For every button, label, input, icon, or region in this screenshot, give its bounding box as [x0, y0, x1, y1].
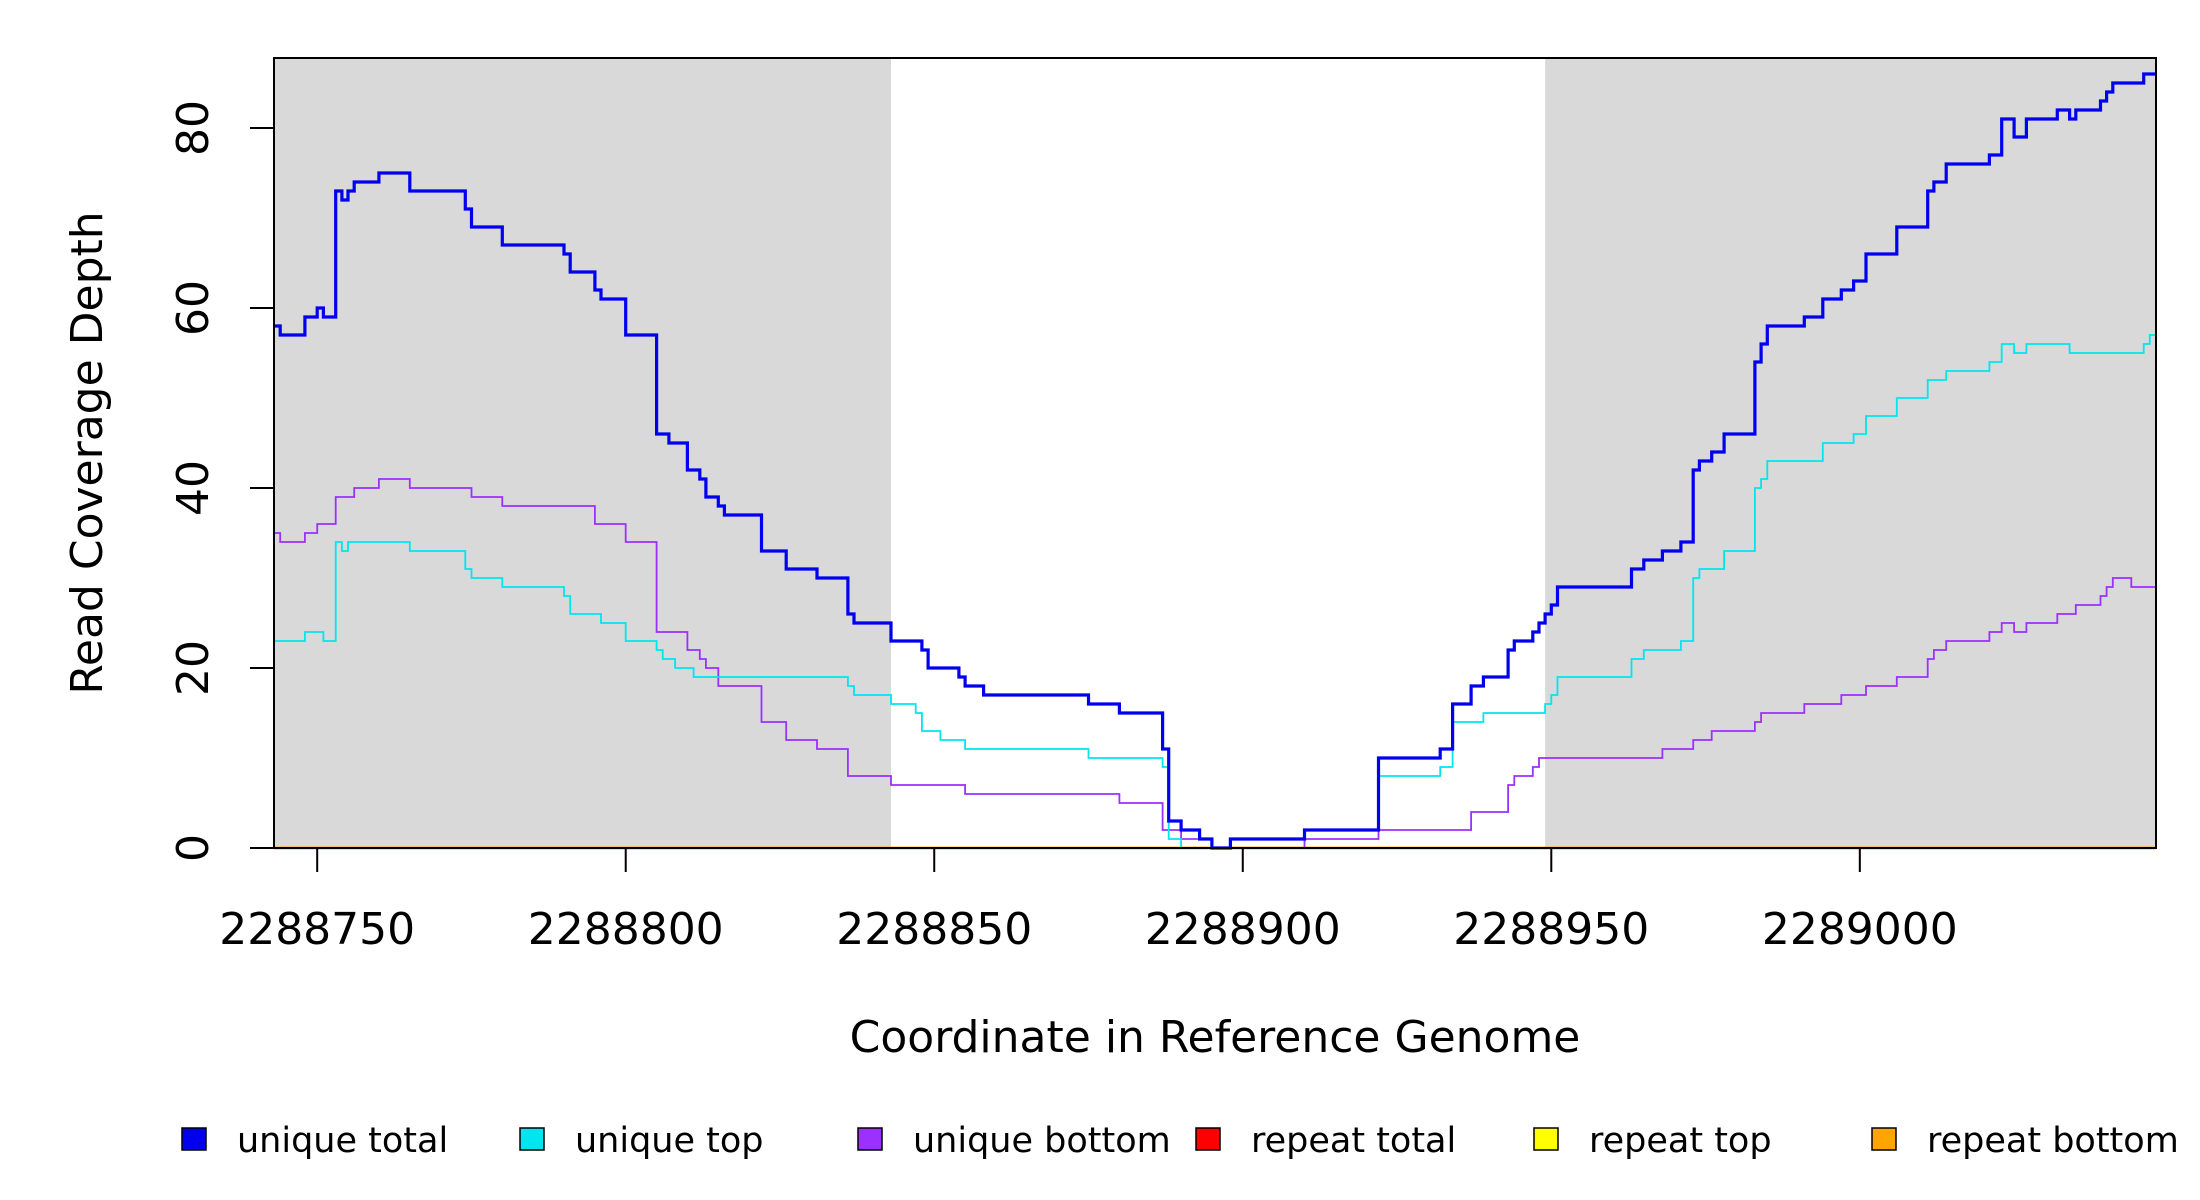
y-tick-label: 80: [168, 100, 219, 156]
legend-label: unique bottom: [913, 1121, 1171, 1161]
legend-swatch: [519, 1127, 545, 1151]
y-tick-label: 60: [168, 280, 219, 336]
x-axis: 2288750 2288800 2288850 2288900 2288950 22890…: [219, 847, 1958, 955]
x-axis-title: Coordinate in Reference Genome: [850, 1012, 1581, 1063]
x-tick-label: 2288950: [1453, 904, 1649, 955]
shaded-region-2: [1545, 58, 2156, 848]
y-tick-label: 40: [168, 460, 219, 516]
y-axis: 0 20 40 60 80: [168, 100, 275, 862]
shaded-region-1: [274, 58, 892, 848]
legend-swatch: [1533, 1127, 1559, 1151]
x-tick-label: 2288850: [836, 904, 1032, 955]
y-axis-title: Read Coverage Depth: [62, 211, 113, 694]
legend-label: unique total: [237, 1121, 448, 1161]
legend-swatch: [181, 1127, 207, 1151]
series-line-unique-total: [274, 72, 2156, 850]
legend-swatch: [857, 1127, 883, 1151]
legend-label: repeat top: [1589, 1121, 1772, 1161]
x-tick-label: 2288750: [219, 904, 415, 955]
legend-swatch: [1871, 1127, 1897, 1151]
shaded-regions: [274, 58, 2156, 848]
legend-swatch: [1195, 1127, 1221, 1151]
legend-label: repeat total: [1251, 1121, 1456, 1161]
legend-label: repeat bottom: [1927, 1121, 2179, 1161]
legend-label: unique top: [575, 1121, 764, 1161]
x-tick-label: 2288800: [528, 904, 724, 955]
y-tick-label: 0: [168, 834, 219, 862]
x-tick-label: 2288900: [1145, 904, 1341, 955]
y-tick-label: 20: [168, 640, 219, 696]
x-tick-label: 2289000: [1762, 904, 1958, 955]
legend: unique total unique top unique bottom repea…: [181, 1121, 2179, 1161]
